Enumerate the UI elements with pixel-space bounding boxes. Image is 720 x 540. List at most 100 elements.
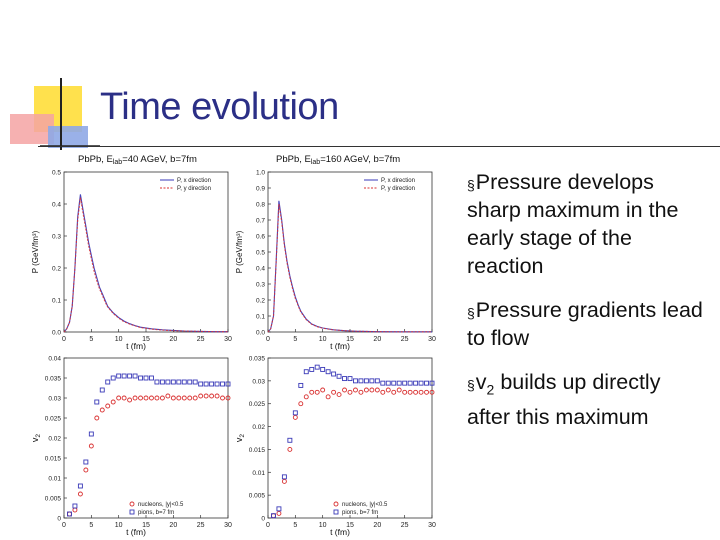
data-point-pions [429, 380, 435, 386]
x-tick-label: 20 [169, 336, 177, 343]
data-point-pions [72, 503, 78, 509]
y-tick-label: 0.4 [256, 266, 265, 273]
data-point-nucleons [281, 478, 287, 484]
x-tick-label: 25 [401, 522, 409, 529]
x-tick-label: 0 [266, 522, 270, 529]
data-point-nucleons [402, 389, 408, 395]
data-point-nucleons [380, 389, 386, 395]
series-line-y-direction [63, 197, 228, 333]
data-point-pions [342, 376, 347, 382]
y-tick-label: 0.2 [256, 298, 265, 305]
title-rule [38, 146, 720, 147]
data-point-nucleons [132, 395, 138, 401]
y-tick-label: 0.8 [256, 202, 265, 209]
data-point-nucleons [176, 395, 182, 401]
data-point-pions [209, 381, 215, 387]
data-point-pions [170, 379, 176, 385]
data-point-pions [424, 380, 429, 386]
series-line-x-direction [63, 194, 228, 333]
data-point-nucleons [271, 513, 276, 519]
x-tick-label: 5 [293, 336, 297, 343]
data-point-nucleons [391, 389, 397, 395]
plots-area: PbPb, Elab=40 AGeV, b=7fm 0 5 10 15 20 25 30 0.0… [30, 154, 436, 537]
data-point-pions [176, 379, 182, 385]
chart-frame [63, 171, 229, 333]
data-point-pions [220, 381, 225, 387]
data-point-pions [380, 380, 386, 386]
data-point-nucleons [407, 389, 413, 395]
x-axis-label: t (fm) [126, 527, 146, 537]
data-point-nucleons [342, 387, 347, 393]
bullet-text: builds up directly after this maximum [467, 370, 661, 430]
x-axis-label: t (fm) [330, 341, 350, 351]
data-point-nucleons [209, 393, 215, 399]
x-tick-label: 15 [346, 522, 354, 529]
data-point-pions [374, 378, 380, 384]
y-tick-label: 0.1 [256, 314, 265, 321]
data-point-nucleons [336, 392, 342, 398]
x-tick-label: 10 [319, 336, 327, 343]
slide-title: Time evolution [100, 86, 339, 128]
logo-blue-block [48, 126, 88, 148]
x-tick-label: 30 [428, 522, 436, 529]
data-point-pions [363, 378, 369, 384]
x-tick-label: 5 [293, 522, 297, 529]
x-tick-label: 20 [373, 336, 381, 343]
y-tick-label: 0.7 [256, 218, 265, 225]
data-point-pions [116, 373, 122, 379]
data-point-pions [287, 437, 293, 443]
y-tick-label: 0.005 [249, 493, 266, 500]
data-point-nucleons [203, 393, 209, 399]
data-point-pions [276, 506, 282, 512]
data-point-pions [88, 431, 94, 437]
data-point-pions [67, 511, 72, 517]
data-point-nucleons [187, 395, 193, 401]
x-tick-label: 5 [89, 522, 93, 529]
chart-title: PbPb, Elab=40 AGeV, b=7fm [78, 154, 197, 166]
data-point-nucleons [83, 467, 89, 473]
data-point-nucleons [320, 387, 326, 393]
y-tick-label: 0.0 [256, 330, 265, 337]
data-point-nucleons [314, 389, 320, 395]
chart-frame [267, 171, 433, 333]
data-point-pions [331, 371, 337, 377]
y-axis-label: P (GeV/fm³) [31, 230, 40, 273]
y-tick-label: 0.5 [256, 250, 265, 257]
x-tick-label: 30 [224, 522, 232, 529]
data-point-pions [214, 381, 220, 387]
data-point-pions [396, 380, 402, 386]
data-point-nucleons [192, 395, 198, 401]
legend-marker-nucleons [333, 501, 339, 507]
data-point-nucleons [331, 389, 337, 395]
data-point-pions [336, 373, 342, 379]
data-point-nucleons [110, 399, 116, 405]
data-point-nucleons [88, 443, 94, 449]
data-point-nucleons [292, 414, 298, 420]
data-point-nucleons [287, 446, 293, 452]
data-point-pions [154, 379, 160, 385]
bullet-marker: § [467, 177, 475, 193]
data-point-pions [159, 379, 165, 385]
data-point-nucleons [77, 491, 83, 497]
data-point-nucleons [276, 510, 282, 516]
data-point-nucleons [105, 403, 111, 409]
data-point-pions [105, 379, 111, 385]
data-point-pions [358, 378, 364, 384]
y-tick-label: 0.035 [249, 356, 266, 363]
y-tick-label: 0 [57, 516, 61, 523]
data-point-pions [402, 380, 408, 386]
x-tick-label: 25 [197, 522, 205, 529]
x-tick-label: 30 [428, 336, 436, 343]
slide-logo [10, 78, 100, 150]
data-point-pions [121, 373, 127, 379]
legend-marker-nucleons [129, 501, 135, 507]
data-point-pions [325, 369, 331, 375]
y-tick-label: 0.9 [256, 186, 265, 193]
y-tick-label: 0.0 [52, 330, 61, 337]
bullet-text: Pressure develops sharp maximum in the e… [467, 170, 679, 278]
y-tick-label: 0.015 [249, 447, 266, 454]
data-point-pions [385, 380, 391, 386]
y-tick-label: 1.0 [256, 170, 265, 177]
x-tick-label: 0 [62, 522, 66, 529]
y-tick-label: 0.6 [256, 234, 265, 241]
